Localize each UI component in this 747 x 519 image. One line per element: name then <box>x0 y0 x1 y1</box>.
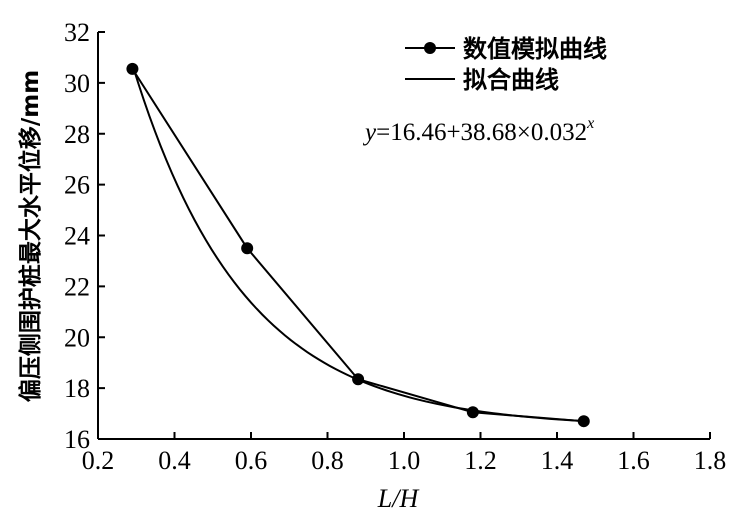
equation-body: =16.46+38.68×0.032 <box>376 119 587 146</box>
simulation-data-point <box>577 415 590 428</box>
simulation-data-point <box>126 62 139 75</box>
simulation-data-point <box>241 242 254 255</box>
y-axis-ticks: 16 18 20 22 24 26 28 30 32 <box>64 18 105 454</box>
equation-y: y <box>362 119 377 146</box>
y-tick-label: 24 <box>64 222 90 251</box>
equation-exponent: x <box>586 115 594 132</box>
legend: 数值模拟曲线 拟合曲线 <box>405 35 607 94</box>
y-tick-label: 16 <box>64 425 90 454</box>
fit-equation: y=16.46+38.68×0.032x <box>362 115 594 146</box>
axes <box>97 32 710 440</box>
y-tick-label: 26 <box>64 171 90 200</box>
y-axis-label: 偏压侧围护桩最大水平位移/mm <box>17 70 44 402</box>
x-axis-label: L/H <box>377 484 420 513</box>
legend-marker-series-1 <box>424 42 436 54</box>
y-tick-label: 22 <box>64 272 90 301</box>
x-tick-label: 1.0 <box>388 446 421 475</box>
series-layer <box>126 62 590 428</box>
y-tick-label: 32 <box>64 18 90 47</box>
x-tick-label: 1.2 <box>464 446 497 475</box>
y-tick-label: 18 <box>64 374 90 403</box>
x-tick-label: 0.8 <box>311 446 344 475</box>
x-tick-label: 0.4 <box>158 446 191 475</box>
simulation-data-point <box>466 406 479 419</box>
simulation-data-point <box>352 373 365 386</box>
x-tick-label: 1.6 <box>617 446 650 475</box>
y-tick-label: 20 <box>64 323 90 352</box>
x-tick-label: 1.4 <box>541 446 574 475</box>
y-tick-label: 30 <box>64 69 90 98</box>
y-tick-label: 28 <box>64 120 90 149</box>
legend-label-series-2: 拟合曲线 <box>463 66 559 94</box>
x-tick-label: 0.6 <box>235 446 268 475</box>
x-tick-label: 0.2 <box>82 446 115 475</box>
legend-label-series-1: 数值模拟曲线 <box>463 35 607 63</box>
x-tick-label: 1.8 <box>694 446 727 475</box>
x-axis-ticks: 0.2 0.4 0.6 0.8 1.0 1.2 1.4 1.6 1.8 <box>82 432 727 475</box>
